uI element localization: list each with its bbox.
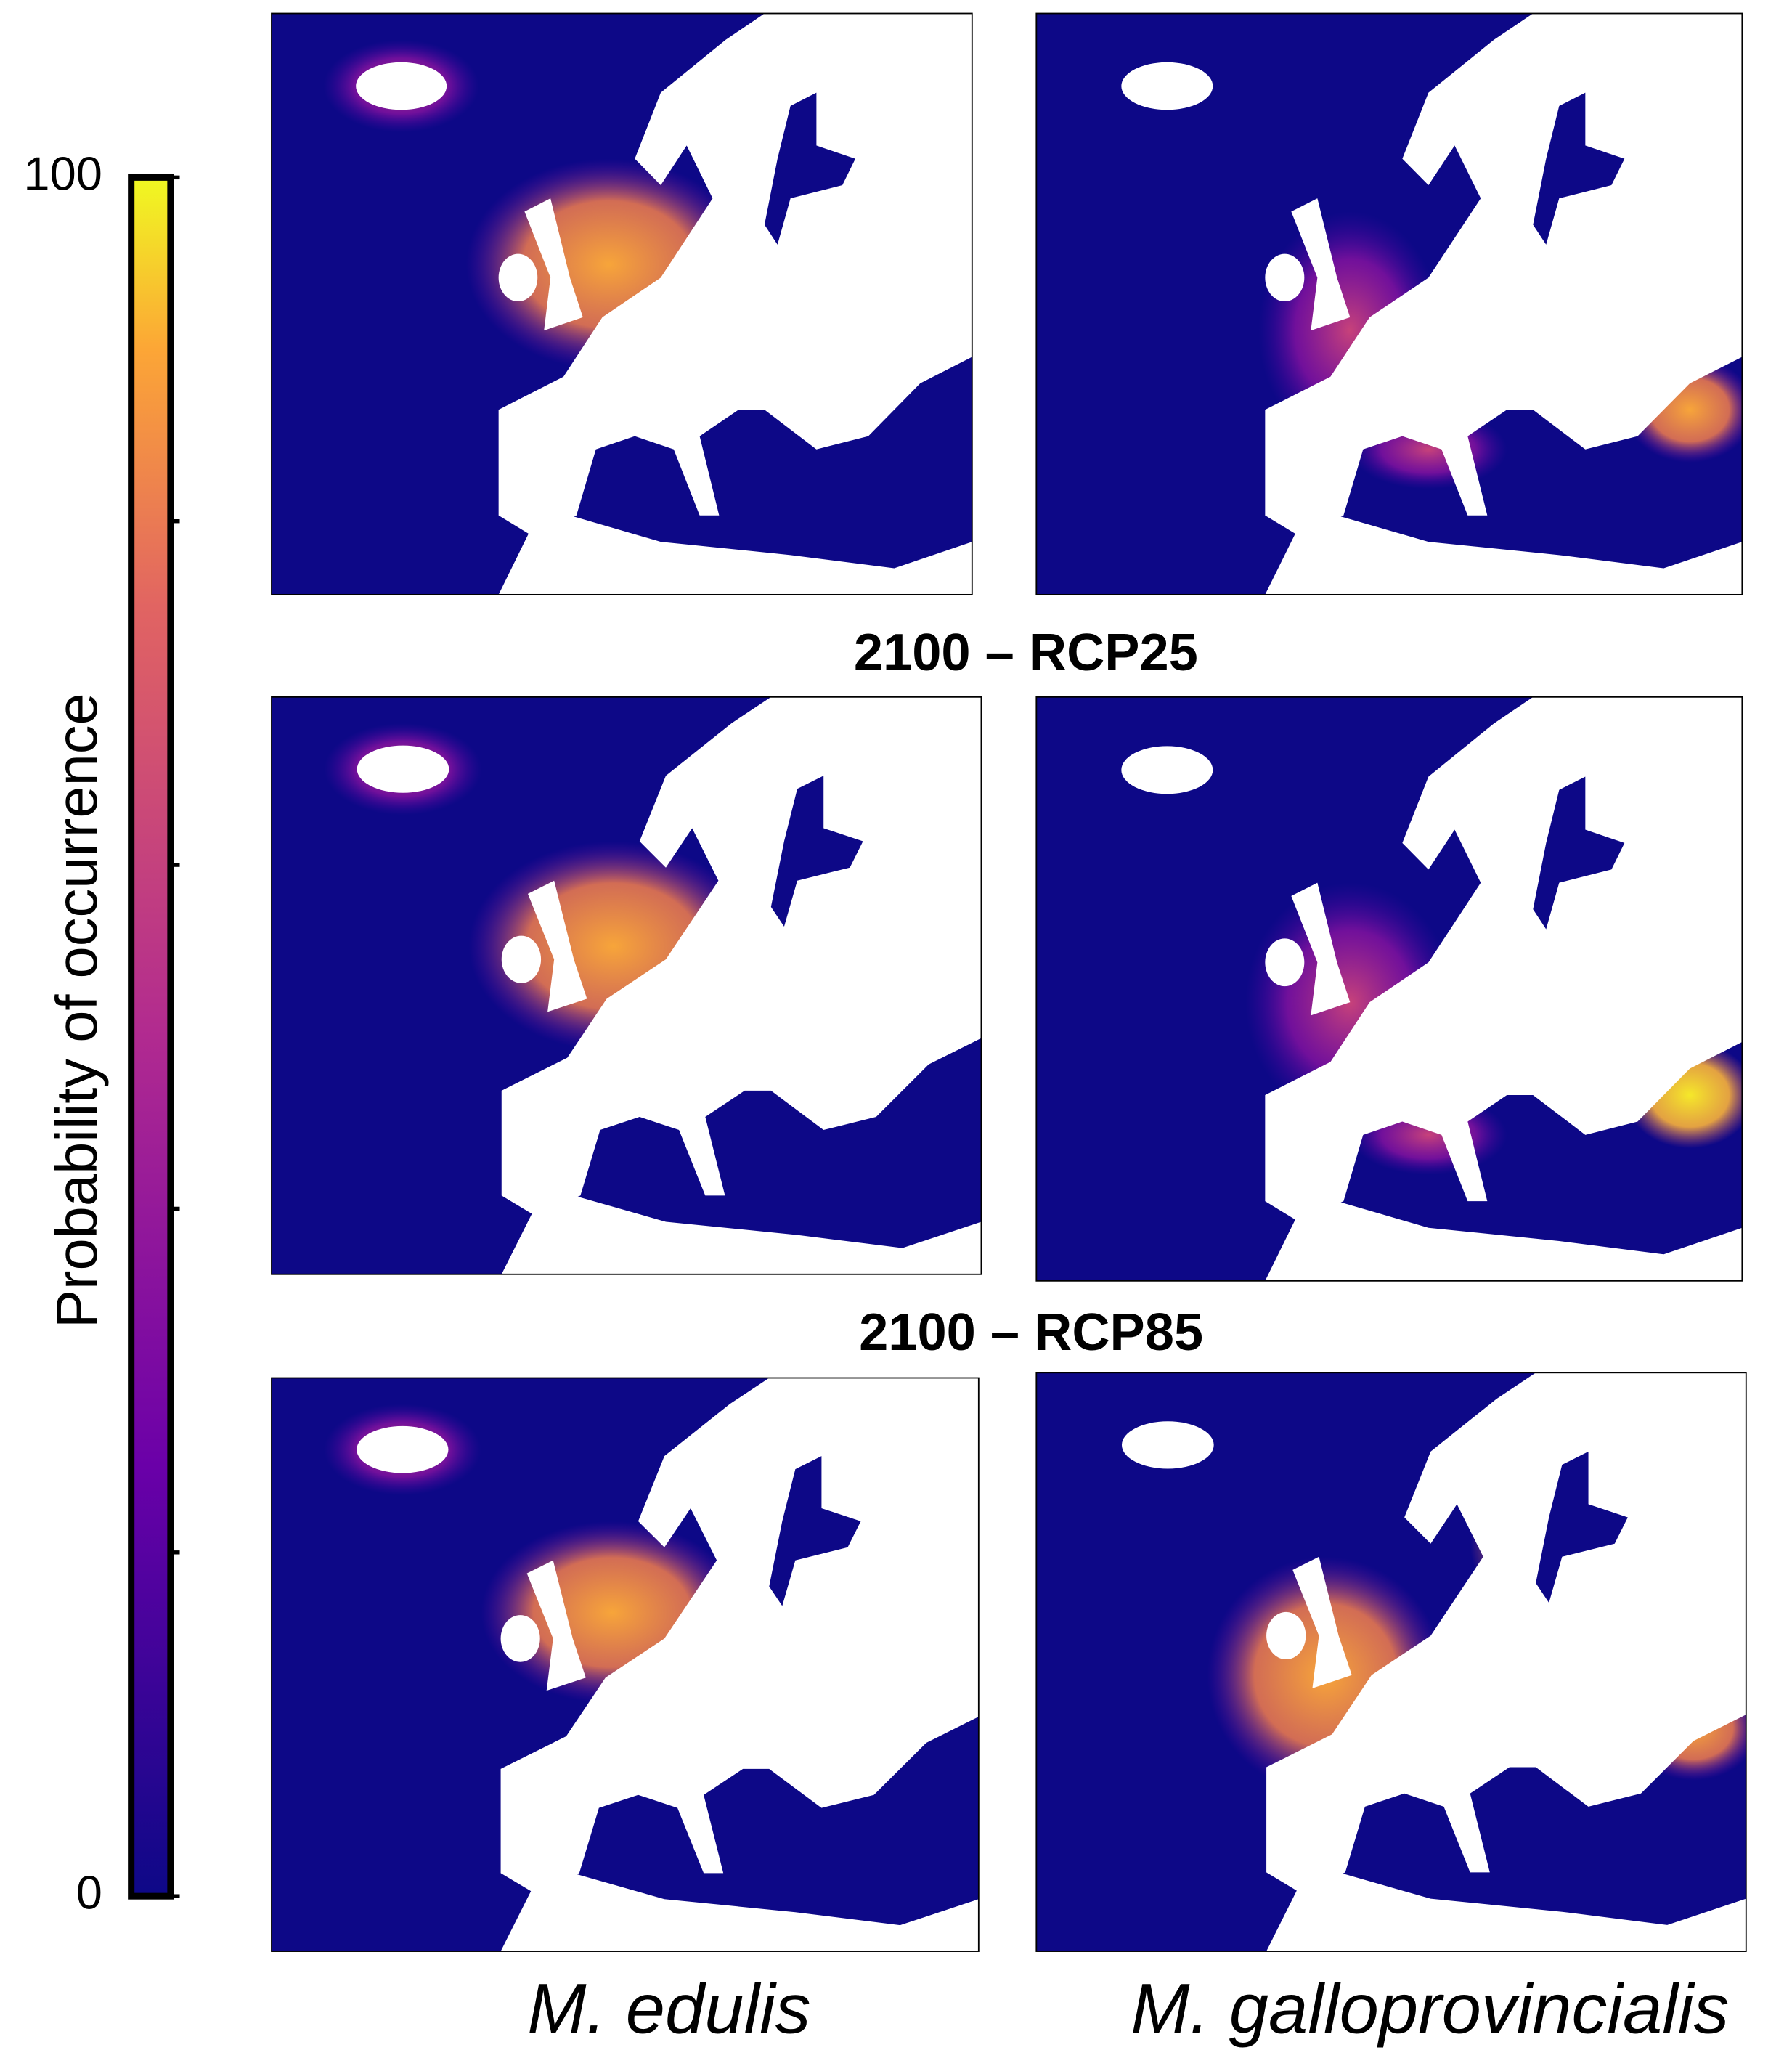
map-panel — [271, 696, 982, 1275]
colorbar-label: Probability of occurrence — [44, 693, 109, 1328]
map-panel — [1035, 12, 1743, 595]
colorbar — [128, 174, 174, 1900]
map-panel — [1035, 1372, 1747, 1952]
colorbar-tick-label: 0 — [76, 1866, 102, 1919]
column-label: M. edulis — [527, 1969, 810, 2049]
column-label: M. galloprovincialis — [1131, 1969, 1729, 2049]
row-title: 2100 – RCP85 — [859, 1303, 1203, 1362]
map-panel — [271, 12, 973, 595]
row-title: 2100 – RCP25 — [854, 624, 1198, 682]
colorbar-tick-label: 100 — [23, 147, 102, 200]
map-panel — [271, 1377, 980, 1952]
map-panel — [1035, 696, 1743, 1282]
